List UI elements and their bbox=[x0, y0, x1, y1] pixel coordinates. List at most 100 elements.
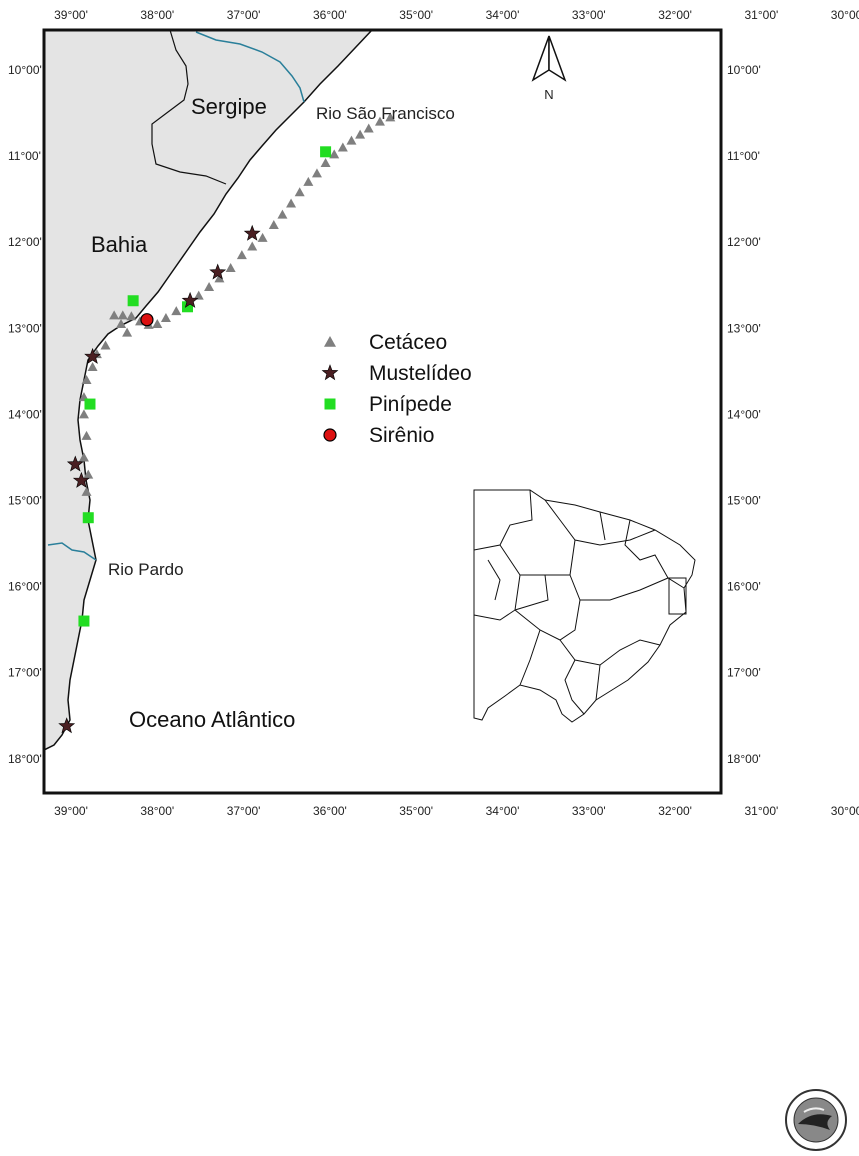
latitude-tick-label: 15°00' bbox=[727, 494, 761, 508]
legend-item: Sirênio bbox=[323, 424, 434, 447]
cetaceo-record bbox=[363, 123, 374, 133]
latitude-tick-label: 17°00' bbox=[727, 666, 761, 680]
latitude-labels-left: 10°00' 11°00' 12°00' 13°00' 14°00' 15°00' 16°0… bbox=[8, 63, 42, 766]
cetaceo-record bbox=[385, 112, 396, 122]
longitude-tick-label: 33°00' bbox=[572, 8, 606, 22]
region-label-bahia: Bahia bbox=[91, 232, 148, 257]
cetaceo-record bbox=[236, 250, 247, 260]
sirenio-record bbox=[140, 313, 154, 327]
circle-icon bbox=[323, 428, 337, 442]
inset-map-brazil bbox=[473, 489, 696, 723]
latitude-labels-right: 10°00' 11°00' 12°00' 13°00' 14°00' 15°00' 16°0… bbox=[727, 63, 761, 766]
latitude-tick-label: 10°00' bbox=[727, 63, 761, 77]
longitude-tick-label: 36°00' bbox=[313, 804, 347, 818]
longitude-tick-label: 37°00' bbox=[227, 8, 261, 22]
ocean-label: Oceano Atlântico bbox=[129, 707, 295, 732]
cetaceo-record bbox=[117, 310, 128, 320]
river-sao-francisco bbox=[195, 31, 305, 103]
pinipede-record bbox=[127, 295, 139, 307]
north-arrow-icon: N bbox=[531, 35, 567, 102]
legend-item: Cetáceo bbox=[324, 331, 447, 354]
latitude-tick-label: 18°00' bbox=[727, 752, 761, 766]
longitude-tick-label: 31°00' bbox=[745, 8, 779, 22]
longitude-tick-label: 35°00' bbox=[399, 804, 433, 818]
cetaceo-record bbox=[311, 168, 322, 178]
latitude-tick-label: 16°00' bbox=[727, 580, 761, 594]
land-mass bbox=[44, 30, 374, 751]
cetaceo-record bbox=[346, 135, 357, 145]
longitude-tick-label: 38°00' bbox=[140, 804, 174, 818]
latitude-tick-label: 15°00' bbox=[8, 494, 42, 508]
latitude-tick-label: 13°00' bbox=[8, 321, 42, 335]
river-label-sao-francisco: Rio São Francisco bbox=[316, 104, 455, 123]
cetaceo-record bbox=[78, 452, 89, 462]
mustelideo-record bbox=[243, 224, 261, 241]
latitude-tick-label: 10°00' bbox=[8, 63, 42, 77]
latitude-tick-label: 11°00' bbox=[8, 149, 41, 163]
map-frame bbox=[42, 28, 723, 795]
cetaceo-record bbox=[225, 263, 236, 273]
cetaceo-record bbox=[204, 281, 215, 291]
latitude-tick-label: 13°00' bbox=[727, 321, 761, 335]
longitude-tick-label: 34°00' bbox=[486, 8, 520, 22]
longitude-tick-label: 39°00' bbox=[54, 804, 88, 818]
longitude-tick-label: 37°00' bbox=[227, 804, 261, 818]
mustelideo-record bbox=[84, 347, 102, 364]
region-label-sergipe: Sergipe bbox=[191, 94, 267, 119]
state-boundary bbox=[151, 30, 227, 185]
pinipede-record bbox=[84, 398, 96, 410]
north-arrow-label: N bbox=[544, 87, 553, 102]
cetaceo-record bbox=[116, 318, 127, 328]
longitude-tick-label: 34°00' bbox=[486, 804, 520, 818]
pinipede-record bbox=[320, 146, 332, 158]
cetaceo-record bbox=[303, 176, 314, 186]
cetaceo-record bbox=[81, 374, 92, 384]
latitude-tick-label: 12°00' bbox=[8, 235, 42, 249]
mustelideo-record bbox=[209, 263, 227, 280]
legend-item-label: Mustelídeo bbox=[369, 362, 472, 385]
legend: Cetáceo Mustelídeo Pinípede Sirênio bbox=[321, 331, 472, 447]
cetaceo-record bbox=[355, 129, 366, 139]
pinipede-record bbox=[78, 615, 90, 627]
river-label-pardo: Rio Pardo bbox=[108, 560, 184, 579]
star-icon bbox=[321, 364, 339, 381]
cetaceo-record bbox=[87, 362, 98, 372]
cetaceo-record bbox=[81, 486, 92, 496]
longitude-labels-bottom: 39°00' 38°00' 37°00' 36°00' 35°00' 34°00' 33°0… bbox=[54, 804, 859, 818]
cetaceo-record bbox=[294, 187, 305, 197]
cetaceo-record bbox=[257, 232, 268, 242]
institute-logo bbox=[785, 1089, 847, 1151]
pinipede-record bbox=[82, 512, 94, 524]
mustelideo-record bbox=[181, 291, 199, 308]
occurrence-records bbox=[58, 112, 396, 734]
legend-item: Mustelídeo bbox=[321, 362, 472, 385]
cetaceo-record bbox=[320, 157, 331, 167]
cetaceo-record bbox=[247, 241, 258, 251]
cetaceo-record bbox=[268, 219, 279, 229]
mustelideo-record bbox=[66, 455, 84, 472]
longitude-tick-label: 35°00' bbox=[399, 8, 433, 22]
cetaceo-record bbox=[83, 469, 94, 479]
cetaceo-record bbox=[81, 430, 92, 440]
longitude-tick-label: 31°00' bbox=[745, 804, 779, 818]
longitude-tick-label: 32°00' bbox=[658, 804, 692, 818]
legend-item: Pinípede bbox=[324, 393, 452, 416]
cetaceo-record bbox=[152, 318, 163, 328]
longitude-tick-label: 32°00' bbox=[658, 8, 692, 22]
cetaceo-record bbox=[286, 198, 297, 208]
longitude-tick-label: 33°00' bbox=[572, 804, 606, 818]
mustelideo-record bbox=[58, 717, 76, 734]
longitude-tick-label: 36°00' bbox=[313, 8, 347, 22]
cetaceo-record bbox=[100, 340, 111, 350]
legend-item-label: Cetáceo bbox=[369, 331, 447, 354]
cetaceo-record bbox=[171, 306, 182, 316]
cetaceo-record bbox=[160, 312, 171, 322]
mustelideo-record bbox=[72, 471, 90, 488]
legend-item-label: Sirênio bbox=[369, 424, 434, 447]
cetaceo-record bbox=[126, 311, 137, 321]
cetaceo-record bbox=[374, 116, 385, 126]
cetaceo-record bbox=[193, 290, 204, 300]
pinipede-record bbox=[182, 301, 194, 313]
river-pardo bbox=[47, 542, 97, 561]
